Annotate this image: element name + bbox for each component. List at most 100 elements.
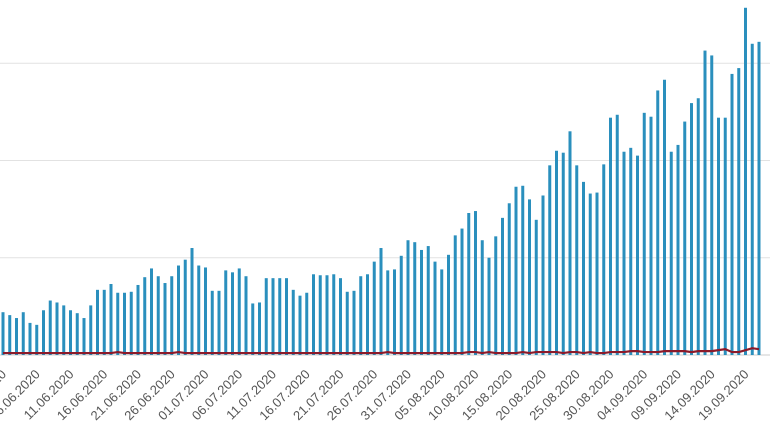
bar <box>42 310 45 355</box>
bar <box>204 267 207 355</box>
bar <box>21 312 25 355</box>
bar <box>244 276 248 355</box>
bar <box>156 276 160 355</box>
bar <box>312 274 315 355</box>
bar <box>129 291 133 355</box>
bar <box>271 278 275 355</box>
bar <box>426 246 430 355</box>
bar <box>669 151 673 355</box>
bar <box>62 305 66 355</box>
bar <box>528 199 531 355</box>
bar <box>507 203 511 355</box>
bar <box>318 275 322 355</box>
bar <box>1 312 5 355</box>
bar <box>224 270 228 355</box>
bar <box>35 324 39 355</box>
bar <box>534 219 538 355</box>
bar <box>582 181 585 355</box>
bar <box>622 151 626 355</box>
bar <box>629 147 633 355</box>
bar <box>757 41 761 355</box>
bar <box>177 265 180 355</box>
bar <box>494 236 498 355</box>
bar <box>656 90 660 355</box>
bar <box>690 103 693 356</box>
bar <box>460 228 464 355</box>
bar <box>305 292 309 355</box>
bar <box>123 292 126 355</box>
bar <box>447 254 450 355</box>
bar <box>75 313 79 355</box>
bar <box>420 249 423 355</box>
bar <box>359 276 363 355</box>
bar <box>467 213 471 355</box>
bar <box>28 322 32 355</box>
bar <box>69 310 72 355</box>
bar <box>15 318 18 355</box>
bar <box>433 261 437 355</box>
bar <box>413 242 417 355</box>
bar <box>150 268 153 355</box>
bar <box>170 276 174 355</box>
bar <box>696 98 700 355</box>
bar <box>642 112 646 355</box>
bar <box>561 152 565 355</box>
bar <box>393 269 396 355</box>
bar <box>379 248 383 355</box>
bar <box>710 55 714 355</box>
bar <box>48 300 52 355</box>
bar <box>237 268 241 355</box>
line <box>3 347 760 355</box>
bar <box>116 292 120 355</box>
bar <box>568 131 572 355</box>
bar <box>649 116 653 355</box>
bar <box>183 259 187 355</box>
bar <box>251 303 255 355</box>
bar <box>663 79 666 356</box>
bar <box>298 295 302 355</box>
bar <box>136 284 140 355</box>
bar <box>109 284 113 355</box>
bar <box>575 165 579 355</box>
bar <box>325 275 329 355</box>
bar <box>372 261 376 355</box>
bar <box>291 289 295 355</box>
bar <box>730 73 734 355</box>
bar <box>332 274 336 355</box>
bar <box>197 265 201 355</box>
bar <box>548 165 552 355</box>
bar <box>352 290 356 355</box>
bar <box>82 318 86 355</box>
bar <box>683 121 687 355</box>
bar <box>399 255 403 355</box>
bar <box>737 68 741 356</box>
bar <box>744 7 747 355</box>
bar <box>264 278 268 355</box>
bar <box>541 195 545 355</box>
bar <box>595 192 599 355</box>
bar <box>285 278 288 355</box>
bar <box>480 240 484 355</box>
bar <box>609 117 612 355</box>
bar <box>514 186 518 355</box>
bar <box>102 289 106 355</box>
bar <box>474 211 477 355</box>
bar <box>89 305 93 355</box>
bar <box>521 185 525 355</box>
bar <box>55 302 59 355</box>
bar <box>602 164 606 355</box>
bar <box>406 240 410 355</box>
bar <box>345 291 349 355</box>
bar <box>366 274 369 355</box>
bar <box>615 114 619 355</box>
bar <box>501 217 504 355</box>
bar <box>278 278 282 355</box>
bar <box>339 278 342 355</box>
bar <box>190 248 194 355</box>
bar <box>487 257 491 355</box>
bar <box>163 283 167 355</box>
bar <box>143 277 147 355</box>
bar <box>453 235 457 355</box>
bar <box>231 272 234 355</box>
